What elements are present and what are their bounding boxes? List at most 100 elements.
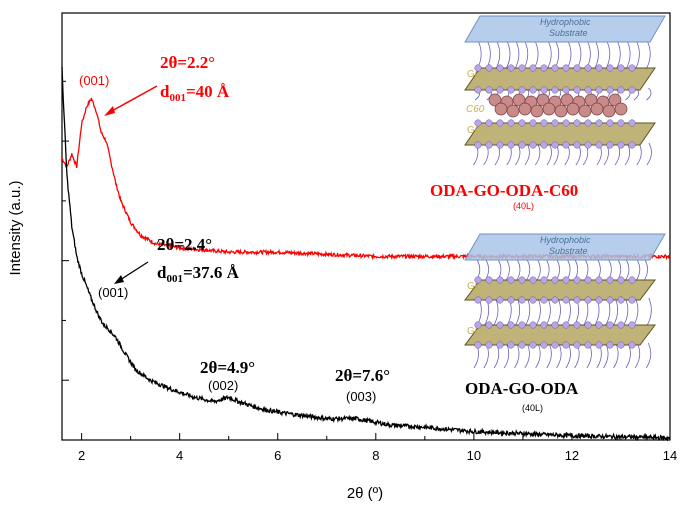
alkyl-chain [535,297,541,327]
oda-head-sphere [540,296,548,304]
alkyl-chain [634,342,641,369]
oda-head-sphere [507,141,515,149]
alkyl-chain [535,342,541,369]
oda-head-sphere [518,64,526,72]
oda-head-sphere [496,86,504,94]
bottom-inset-alkyl-chains [473,259,652,369]
alkyl-chain [546,41,552,71]
top-substrate-word1: Hydrophobic [540,17,591,27]
oda-head-sphere [617,86,625,94]
x-tick-label-8: 8 [372,448,379,463]
oda-head-sphere [584,141,592,149]
oda-d-spacing-label: d001=37.6 Å [157,263,240,285]
bottom-go-sheet-2 [464,324,656,346]
oda-head-sphere [562,276,570,284]
c60-two-theta-label: 2θ=2.2° [160,53,215,72]
bottom-go-1-spheres [474,276,636,304]
oda-peak-3-label: (003) [346,389,376,404]
oda-head-sphere [617,341,625,349]
oda-head-sphere [595,296,603,304]
c60-ball [494,102,508,116]
oda-head-sphere [529,276,537,284]
oda-head-sphere [485,64,493,72]
oda-head-sphere [617,119,625,127]
oda-head-sphere [496,321,504,329]
bottom-go-2-label: GO [467,326,483,337]
oda-arrow-line [119,261,149,281]
oda-head-sphere [540,64,548,72]
oda-head-sphere [529,119,537,127]
c60-ball [590,102,604,116]
c60-ball [608,93,622,107]
alkyl-chain [535,259,541,283]
oda-head-sphere [562,86,570,94]
top-go-1-label: GO [467,69,483,80]
series-c60-sub: (40L) [513,201,534,211]
oda-head-sphere [595,119,603,127]
oda-head-sphere [606,341,614,349]
y-axis-title: Intensity (a.u.) [7,180,24,275]
c60-ball [530,104,544,118]
alkyl-chain [634,41,640,71]
x-tick-label-14: 14 [663,448,677,463]
oda-head-sphere [529,296,537,304]
oda-head-sphere [540,276,548,284]
oda-head-sphere [617,141,625,149]
oda-head-sphere [606,141,614,149]
oda-head-sphere [573,321,581,329]
c60-ball [506,104,520,118]
oda-head-sphere [507,341,515,349]
oda-head-sphere [562,141,570,149]
oda-head-sphere [507,64,515,72]
oda-head-sphere [529,86,537,94]
series-oda-go-oda-line [61,66,671,442]
series-oda-name: ODA-GO-ODA [465,379,579,398]
oda-two-theta-3-label: 2θ=7.6° [335,366,390,385]
top-go-sheet-2 [464,122,656,146]
alkyl-chain [524,259,531,283]
alkyl-chain [636,142,642,166]
bottom-substrate-word1: Hydrophobic [540,235,591,245]
oda-head-sphere [584,119,592,127]
alkyl-chain [622,297,629,327]
oda-head-sphere [551,141,559,149]
oda-head-sphere [584,276,592,284]
alkyl-chain [645,41,651,71]
oda-head-sphere [507,86,515,94]
oda-head-sphere [573,276,581,284]
alkyl-chain [546,142,552,166]
oda-head-sphere [584,86,592,94]
oda-head-sphere [617,296,625,304]
oda-head-sphere [540,321,548,329]
series-oda-sub: (40L) [522,403,543,413]
alkyl-chain [524,342,530,369]
oda-head-sphere [606,119,614,127]
alkyl-chain [646,142,652,166]
alkyl-chain [646,297,652,327]
top-go-2-label: GO [467,125,483,136]
oda-two-theta-1-label: 2θ=2.4° [157,235,212,254]
oda-head-sphere [573,86,581,94]
oda-head-sphere [518,276,526,284]
c60-ball [578,104,592,118]
oda-head-sphere [485,86,493,94]
oda-head-sphere [551,321,559,329]
oda-head-sphere [496,276,504,284]
oda-head-sphere [540,141,548,149]
c60-arrow-line [109,85,158,113]
bottom-go-sheet-1 [464,279,656,301]
oda-head-sphere [551,276,559,284]
oda-head-sphere [496,296,504,304]
oda-head-sphere [595,141,603,149]
oda-arrow-head [114,275,124,284]
oda-head-sphere [573,296,581,304]
alkyl-chain [642,259,648,283]
oda-head-sphere [507,321,515,329]
c60-d-spacing-label: d001=40 Å [160,82,230,104]
x-tick-label-4: 4 [176,448,183,463]
oda-head-sphere [628,296,636,304]
top-go-sheet-1 [464,67,656,91]
oda-head-sphere [617,321,625,329]
oda-head-sphere [628,86,636,94]
alkyl-chain [613,342,619,369]
